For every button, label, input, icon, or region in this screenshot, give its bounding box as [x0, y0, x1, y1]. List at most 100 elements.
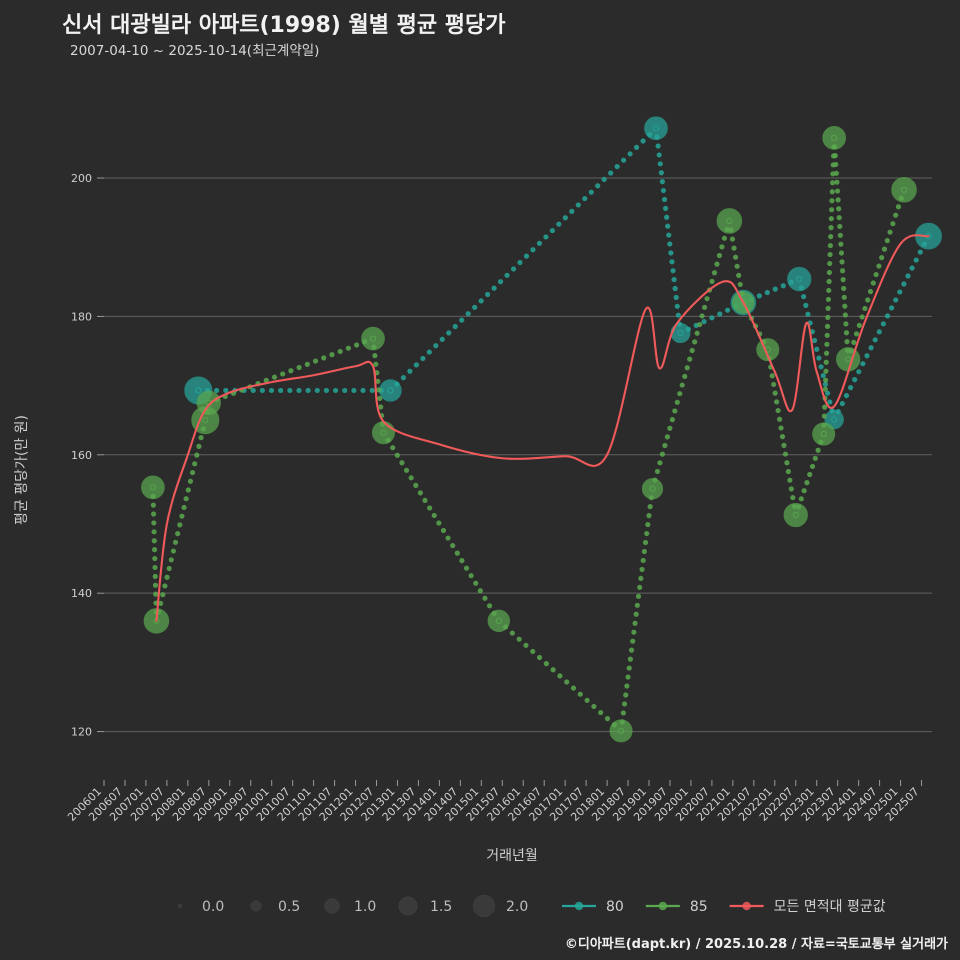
series-connector-dot: [714, 261, 720, 267]
series-connector-dot: [853, 331, 860, 337]
series-connector-dot: [166, 565, 172, 572]
series-connector-dot: [645, 521, 651, 528]
series-connector-dot: [305, 387, 311, 394]
series-connector-dot: [887, 229, 893, 235]
series-connector-dot: [841, 294, 847, 300]
series-connector-dot: [278, 387, 284, 394]
series-connector-dot: [426, 349, 432, 355]
legend-swatch-marker: [658, 901, 668, 911]
data-point-marker: [891, 177, 917, 203]
data-point-marker: [812, 422, 836, 446]
y-gridlines: [97, 177, 932, 733]
series-connector-dot: [152, 555, 158, 562]
data-point-marker: [836, 347, 861, 372]
data-point-marker: [716, 208, 743, 234]
legend-label[interactable]: 85: [690, 899, 708, 915]
size-legend-label: 2.0: [506, 899, 528, 915]
series-connector-dot: [660, 187, 667, 194]
series-connector-dot: [709, 315, 715, 321]
series-connector-dot: [737, 281, 743, 288]
series-connector-dot: [422, 497, 428, 504]
series-connector-dot: [670, 268, 676, 274]
series-connector-dot: [557, 673, 563, 679]
series-connector-dot: [852, 377, 858, 383]
series-connector-dot: [162, 583, 168, 589]
series-2: [141, 126, 917, 743]
series-connector-dot: [664, 214, 670, 220]
series-connector-dot: [621, 701, 628, 707]
series-connector-dot: [827, 399, 833, 405]
series-connector-dot: [839, 400, 845, 407]
legend-label[interactable]: 모든 면적대 평균값: [774, 899, 886, 915]
series-connector-dot: [782, 451, 789, 457]
series-connector-dot: [709, 278, 715, 284]
series-connector-dot: [543, 661, 549, 667]
legend-label[interactable]: 80: [606, 899, 624, 915]
series-connector-dot: [635, 593, 642, 599]
series-connector-dot: [779, 434, 786, 440]
series-connector-dot: [642, 539, 649, 546]
series-connector-dot: [836, 215, 842, 221]
data-point-marker: [644, 116, 668, 141]
series-connector-dot: [250, 387, 256, 394]
series-connector-dot: [865, 297, 871, 303]
series-connector-dot: [788, 486, 794, 492]
size-legend-label: 1.5: [430, 899, 452, 915]
series-connector-dot: [864, 353, 870, 359]
series-connector-dot: [194, 452, 200, 458]
series-connector-dot: [621, 157, 627, 163]
data-point-core: [380, 429, 387, 436]
series-connector-dot: [787, 477, 793, 483]
data-point-core: [649, 485, 656, 492]
series-connector-dot: [826, 269, 833, 276]
series-connector-dot: [630, 638, 636, 644]
series-connector-dot: [692, 339, 698, 345]
series-connector-dot: [827, 260, 833, 267]
series-connector-dot: [829, 180, 836, 186]
series-connector-dot: [672, 408, 678, 414]
series-connector-dot: [623, 692, 629, 698]
series-connector-dot: [440, 527, 447, 534]
series-connector-dot: [699, 313, 705, 319]
series-connector-dot: [662, 442, 668, 449]
series-connector-dot: [778, 425, 784, 431]
series-connector-dot: [570, 685, 577, 691]
series-connector-dot: [452, 323, 458, 330]
series-connector-dot: [314, 387, 320, 394]
series-connector-dot: [641, 548, 647, 555]
series-connector-dot: [473, 580, 479, 586]
series-connector-dot: [656, 152, 662, 158]
series-connector-dot: [823, 377, 829, 383]
series-connector-dot: [625, 674, 631, 680]
series-connector-dot: [674, 303, 680, 309]
data-point-marker: [787, 266, 812, 292]
series-connector-dot: [280, 371, 286, 377]
page-title: 신서 대광빌라 아파트(1998) 월별 평균 평당가: [62, 13, 505, 38]
series-connector-dot: [375, 378, 381, 384]
series-connector-dot: [569, 208, 575, 214]
data-point-core: [900, 186, 908, 193]
series-connector-dot: [851, 339, 857, 345]
series-connector-dot: [674, 399, 680, 405]
series-connector-dot: [812, 455, 818, 461]
series-connector-dot: [881, 246, 888, 252]
series-connector-dot: [459, 317, 465, 323]
series-connector-dot: [731, 245, 737, 251]
series-connector-dot: [669, 417, 675, 423]
series-connector-dot: [153, 591, 159, 597]
series-connector-dot: [825, 314, 831, 320]
series-connector-dot: [177, 522, 183, 528]
series-connector-dot: [263, 377, 269, 383]
data-point-marker: [609, 719, 633, 743]
series-connector-dot: [658, 170, 664, 176]
series-connector-dot: [772, 390, 778, 396]
series-connector-dot: [543, 234, 549, 240]
series-connector-dot: [353, 342, 360, 348]
series-connector-dot: [399, 460, 405, 466]
series-connector-dot: [717, 311, 723, 317]
series-connector-dot: [823, 368, 829, 374]
series-connector-dot: [780, 283, 786, 289]
series-connector-dot: [836, 206, 842, 212]
size-legend-label: 0.0: [202, 899, 224, 915]
series-connector-dot: [824, 332, 830, 338]
